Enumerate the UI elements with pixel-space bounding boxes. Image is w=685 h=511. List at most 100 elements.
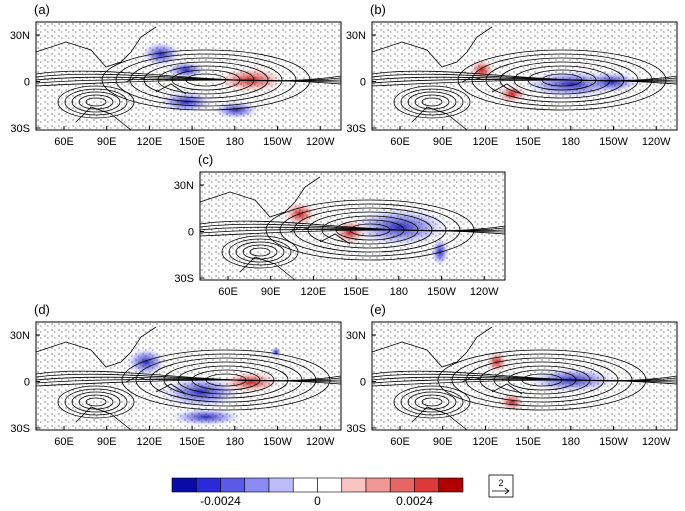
map-panel: (b) 60E 90E 120E 150E 180 150W 120W 30N 0 30S bbox=[346, 2, 678, 148]
coastline bbox=[371, 326, 523, 431]
x-tick-label: 90E bbox=[97, 136, 117, 148]
x-tick-label: 120E bbox=[473, 436, 499, 448]
y-tick-label: 0 bbox=[24, 77, 30, 89]
x-tick-label: 150W bbox=[599, 436, 628, 448]
contour bbox=[407, 91, 457, 113]
y-tick-label: 30N bbox=[174, 180, 194, 192]
contour bbox=[64, 88, 128, 116]
x-tick-label: 60E bbox=[54, 136, 74, 148]
x-tick-label: 120E bbox=[473, 136, 499, 148]
x-tick-label: 60E bbox=[54, 436, 74, 448]
colorbar-label: 0 bbox=[314, 494, 321, 506]
contour bbox=[421, 97, 443, 107]
contour bbox=[393, 85, 471, 119]
colorbar-box bbox=[365, 477, 391, 493]
x-tick-label: 180 bbox=[562, 136, 580, 148]
y-tick-label: 30N bbox=[346, 330, 366, 342]
colorbar-box bbox=[438, 477, 464, 493]
colorbar-box bbox=[317, 477, 343, 493]
x-tick-label: 180 bbox=[562, 436, 580, 448]
x-tick-label: 120E bbox=[301, 286, 327, 298]
colorbar-label: 0.0024 bbox=[396, 494, 433, 506]
map-frame bbox=[35, 321, 342, 431]
contour bbox=[421, 397, 443, 407]
y-tick-label: 30S bbox=[174, 273, 194, 285]
contour bbox=[177, 365, 275, 395]
x-tick-label: 90E bbox=[261, 286, 281, 298]
contour bbox=[57, 85, 135, 119]
contour bbox=[513, 65, 611, 95]
x-tick-label: 180 bbox=[226, 436, 244, 448]
contour bbox=[371, 70, 678, 82]
contour bbox=[235, 241, 285, 263]
y-tick-label: 0 bbox=[360, 77, 366, 89]
y-tick-label: 0 bbox=[24, 377, 30, 389]
contour bbox=[199, 220, 506, 232]
x-tick-label: 120W bbox=[470, 286, 499, 298]
contour bbox=[371, 79, 678, 87]
x-tick-label: 150W bbox=[599, 136, 628, 148]
vector-field bbox=[200, 172, 505, 280]
contour bbox=[85, 97, 107, 107]
contour bbox=[35, 70, 342, 82]
contour bbox=[199, 229, 506, 237]
contour bbox=[393, 385, 471, 419]
y-tick-label: 30N bbox=[10, 30, 30, 42]
x-tick-label: 60E bbox=[390, 136, 410, 148]
reference-vector-arrow bbox=[492, 487, 510, 495]
x-tick-label: 180 bbox=[390, 286, 408, 298]
panel-label: (a) bbox=[34, 2, 50, 17]
contours bbox=[199, 199, 506, 269]
map-frame bbox=[371, 321, 678, 431]
y-tick-label: 0 bbox=[360, 377, 366, 389]
x-tick-label: 90E bbox=[433, 136, 453, 148]
contour bbox=[400, 388, 464, 416]
x-tick-label: 150E bbox=[179, 136, 205, 148]
contour bbox=[85, 397, 107, 407]
x-tick-label: 120E bbox=[137, 436, 163, 448]
x-tick-label: 150E bbox=[515, 436, 541, 448]
x-tick-label: 60E bbox=[390, 436, 410, 448]
vector-field bbox=[36, 22, 341, 130]
colorbar-box bbox=[292, 477, 318, 493]
contour bbox=[64, 388, 128, 416]
x-tick-label: 120W bbox=[306, 436, 335, 448]
map-panel: (d) 60E 90E 120E 150E 180 150W 120W 30N 0 30S bbox=[10, 302, 342, 448]
colorbar-box bbox=[171, 477, 197, 493]
y-tick-label: 30S bbox=[346, 423, 366, 435]
coastline bbox=[371, 26, 523, 131]
coastline bbox=[199, 176, 351, 281]
contour bbox=[400, 88, 464, 116]
x-tick-label: 150W bbox=[263, 136, 292, 148]
x-tick-label: 60E bbox=[218, 286, 238, 298]
x-tick-label: 120W bbox=[642, 436, 671, 448]
y-tick-label: 0 bbox=[188, 227, 194, 239]
reference-vector-box bbox=[488, 474, 514, 498]
contour bbox=[407, 391, 457, 413]
y-tick-label: 30N bbox=[10, 330, 30, 342]
x-tick-label: 120W bbox=[306, 136, 335, 148]
colorbar-box bbox=[244, 477, 270, 493]
colorbar-box bbox=[414, 477, 440, 493]
contour bbox=[143, 61, 269, 99]
contour bbox=[479, 361, 605, 399]
colorbar-box bbox=[220, 477, 246, 493]
x-tick-label: 150W bbox=[263, 436, 292, 448]
contour bbox=[249, 247, 271, 257]
panel-label: (c) bbox=[198, 152, 213, 167]
panel-label: (d) bbox=[34, 302, 50, 317]
x-tick-label: 150E bbox=[179, 436, 205, 448]
vector-field bbox=[36, 322, 341, 430]
contour bbox=[71, 91, 121, 113]
colorbar-box bbox=[268, 477, 294, 493]
contour bbox=[221, 235, 299, 269]
coastline bbox=[35, 26, 187, 131]
x-tick-label: 150W bbox=[427, 286, 456, 298]
x-tick-label: 90E bbox=[97, 436, 117, 448]
panel-label: (b) bbox=[370, 2, 386, 17]
colorbar-box bbox=[195, 477, 221, 493]
map-frame bbox=[35, 21, 342, 131]
map-frame bbox=[199, 171, 506, 281]
reference-vector-label: 2 bbox=[498, 478, 503, 488]
